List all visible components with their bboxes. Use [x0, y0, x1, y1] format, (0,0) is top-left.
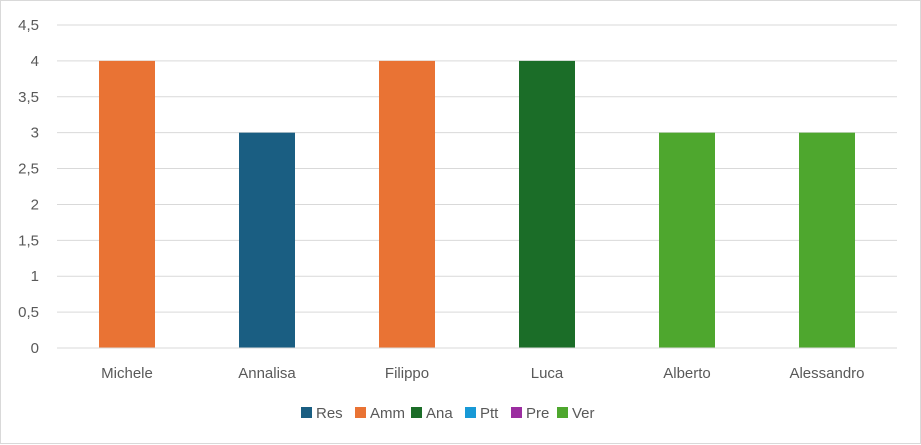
x-tick-label: Annalisa — [238, 365, 296, 382]
y-tick-label: 2 — [31, 196, 39, 213]
y-tick-label: 4 — [31, 53, 39, 70]
legend-swatch-ver — [557, 407, 568, 418]
x-tick-label: Luca — [531, 365, 564, 382]
legend-swatch-ptt — [465, 407, 476, 418]
x-tick-label: Filippo — [385, 365, 429, 382]
legend-swatch-res — [301, 407, 312, 418]
legend-label-ana: Ana — [426, 405, 453, 422]
y-tick-label: 0,5 — [18, 304, 39, 321]
x-tick-label: Alberto — [663, 365, 711, 382]
legend-label-amm: Amm — [370, 405, 405, 422]
legend-label-pre: Pre — [526, 405, 549, 422]
legend-swatch-pre — [511, 407, 522, 418]
y-tick-label: 0 — [31, 340, 39, 357]
legend-swatch-ana — [411, 407, 422, 418]
x-tick-label: Michele — [101, 365, 153, 382]
bar-alberto — [659, 132, 715, 348]
y-tick-label: 3,5 — [18, 89, 39, 106]
bar-annalisa — [239, 132, 295, 348]
bar-michele — [99, 60, 155, 349]
y-tick-label: 2,5 — [18, 161, 39, 178]
legend-swatch-amm — [355, 407, 366, 418]
bar-alessandro — [799, 132, 855, 348]
y-tick-label: 4,5 — [18, 17, 39, 34]
y-tick-label: 1,5 — [18, 232, 39, 249]
y-tick-label: 3 — [31, 125, 39, 142]
x-tick-label: Alessandro — [789, 365, 864, 382]
legend-label-ptt: Ptt — [480, 405, 499, 422]
y-tick-label: 1 — [31, 268, 39, 285]
bar-filippo — [379, 60, 435, 349]
bar-luca — [519, 60, 575, 349]
legend-label-ver: Ver — [572, 405, 595, 422]
legend-label-res: Res — [316, 405, 343, 422]
